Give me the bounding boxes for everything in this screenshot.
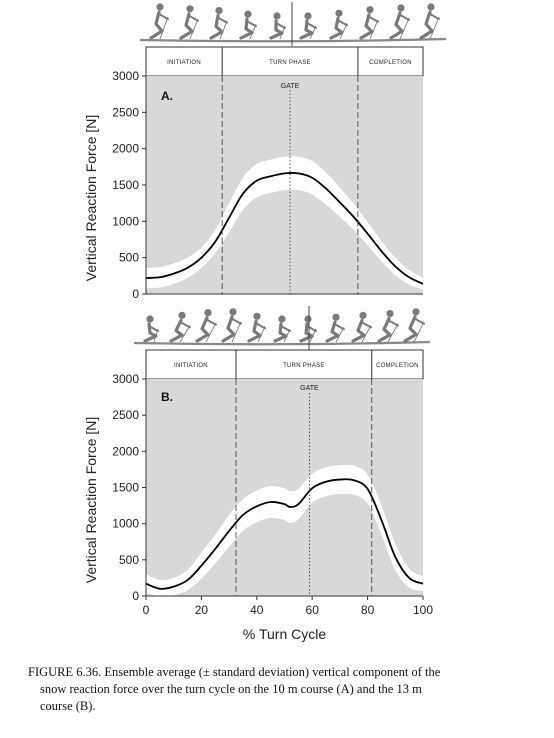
- x-tick-label: 100: [413, 603, 433, 617]
- panel-label-b: B.: [161, 390, 173, 404]
- y-tick-label: 0: [132, 589, 139, 603]
- phase-label-turn-a: TURN PHASE: [269, 60, 311, 66]
- caption-line-3: course (B).: [40, 699, 96, 713]
- y-tick-label: 500: [119, 251, 139, 265]
- ski-line: [139, 37, 447, 43]
- panel-b: INITIATION TURN PHASE COMPLETION GATE B.…: [83, 349, 433, 642]
- skier-sequence-illustration-a: [139, 3, 447, 43]
- y-axis-label-b: Vertical Reaction Force [N]: [83, 417, 99, 584]
- y-tick-label: 3000: [112, 372, 139, 386]
- y-tick-label: 2000: [112, 444, 139, 458]
- y-ticks-b: 0 500 1000 1500 2000 2500 3000: [112, 372, 146, 603]
- skier-figure: [325, 313, 345, 343]
- phase-header-a: [145, 46, 424, 77]
- skier-figure: [169, 311, 191, 343]
- skier-figure: [351, 311, 372, 343]
- skier-figure: [403, 308, 425, 343]
- skier-figure: [377, 310, 399, 343]
- skier-figure: [143, 315, 159, 343]
- phase-label-completion-a: COMPLETION: [369, 60, 412, 66]
- figure-caption: FIGURE 6.36. Ensemble average (± standar…: [28, 664, 528, 715]
- x-tick-label: 20: [195, 603, 209, 617]
- x-tick-label: 40: [250, 603, 264, 617]
- gate-label-b: GATE: [300, 385, 319, 392]
- phase-label-completion-b: COMPLETION: [376, 363, 419, 369]
- skier-figure: [299, 12, 317, 40]
- skier-figure: [269, 12, 286, 40]
- caption-line-1: FIGURE 6.36. Ensemble average (± standar…: [28, 665, 441, 679]
- y-tick-label: 0: [132, 287, 139, 301]
- sd-band-b: [146, 464, 423, 597]
- sd-band-a: [146, 156, 423, 290]
- plot-area-b: [146, 379, 423, 596]
- x-ticks-b: 0 20 40 60 80 100: [143, 596, 433, 617]
- skier-figure: [239, 10, 257, 40]
- x-tick-label: 80: [361, 603, 375, 617]
- y-ticks-a: 0 500 1000 1500 2000 2500 3000: [112, 69, 146, 301]
- skier-figure: [149, 3, 169, 40]
- x-axis-label: % Turn Cycle: [243, 626, 326, 642]
- x-tick-label: 0: [143, 603, 150, 617]
- skier-sequence-illustration-b: [133, 308, 431, 346]
- skier-figure: [209, 6, 228, 40]
- skier-figure: [273, 315, 291, 343]
- mean-line-a: [145, 172, 424, 285]
- phase-label-initiation-a: INITIATION: [167, 60, 201, 66]
- skier-figure: [179, 5, 199, 40]
- skier-figure: [195, 309, 217, 343]
- panel-a: INITIATION TURN PHASE COMPLETION GATE A.…: [83, 46, 424, 301]
- y-tick-label: 1500: [112, 481, 139, 495]
- y-tick-label: 1500: [112, 178, 139, 192]
- gate-label-a: GATE: [281, 83, 300, 90]
- y-tick-label: 2500: [112, 105, 139, 119]
- skier-figure: [389, 4, 410, 40]
- ski-line: [133, 340, 431, 346]
- phase-label-initiation-b: INITIATION: [174, 363, 208, 369]
- y-tick-label: 1000: [112, 214, 139, 228]
- y-tick-label: 1000: [112, 517, 139, 531]
- skier-figure: [419, 3, 440, 40]
- y-tick-label: 3000: [112, 69, 139, 83]
- y-tick-label: 500: [119, 553, 139, 567]
- caption-line-2: snow reaction force over the turn cycle …: [40, 682, 422, 696]
- skier-figure: [247, 312, 266, 343]
- panel-label-a: A.: [161, 89, 173, 103]
- phase-label-turn-b: TURN PHASE: [283, 363, 325, 369]
- x-tick-label: 60: [306, 603, 320, 617]
- skier-figure: [329, 9, 348, 40]
- y-axis-label-a: Vertical Reaction Force [N]: [83, 115, 99, 282]
- y-tick-label: 2000: [112, 142, 139, 156]
- skier-figure: [359, 6, 379, 40]
- y-tick-label: 2500: [112, 408, 139, 422]
- skier-figure: [221, 308, 242, 343]
- mean-line-b: [145, 478, 424, 590]
- phase-header-b: [145, 349, 424, 380]
